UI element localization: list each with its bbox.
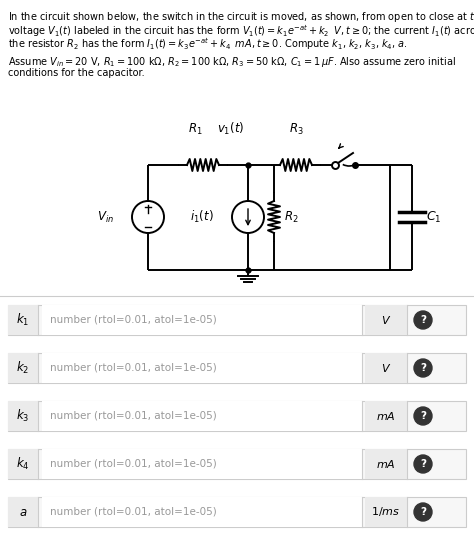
Text: $mA$: $mA$ <box>376 458 396 470</box>
Bar <box>8 401 466 431</box>
Bar <box>8 353 38 383</box>
Bar <box>42 401 362 431</box>
Text: In the circuit shown below, the switch in the circuit is moved, as shown, from o: In the circuit shown below, the switch i… <box>8 10 474 24</box>
Text: $a$: $a$ <box>19 506 27 519</box>
Text: ?: ? <box>420 411 426 421</box>
Circle shape <box>414 455 432 473</box>
Bar <box>42 449 362 479</box>
Bar <box>42 353 362 383</box>
Bar <box>8 305 38 335</box>
Text: Assume $V_{in} = 20$ V, $R_1 = 100$ k$\Omega$, $R_2 = 100$ k$\Omega$, $R_3 = 50$: Assume $V_{in} = 20$ V, $R_1 = 100$ k$\O… <box>8 55 456 69</box>
Bar <box>365 497 407 527</box>
Text: number (rtol=0.01, atol=1e-05): number (rtol=0.01, atol=1e-05) <box>50 315 217 325</box>
Bar <box>365 449 407 479</box>
Bar <box>8 401 38 431</box>
Text: voltage $V_1(t)$ labeled in the circuit has the form $V_1(t) = k_1e^{-at} + k_2\: voltage $V_1(t)$ labeled in the circuit … <box>8 23 474 39</box>
Text: conditions for the capacitor.: conditions for the capacitor. <box>8 68 145 78</box>
Text: number (rtol=0.01, atol=1e-05): number (rtol=0.01, atol=1e-05) <box>50 507 217 517</box>
Text: ?: ? <box>420 315 426 325</box>
Text: $V_{in}$: $V_{in}$ <box>97 209 114 225</box>
Text: $i_1(t)$: $i_1(t)$ <box>191 209 214 225</box>
Text: $k_3$: $k_3$ <box>16 408 30 424</box>
Circle shape <box>414 311 432 329</box>
Text: number (rtol=0.01, atol=1e-05): number (rtol=0.01, atol=1e-05) <box>50 411 217 421</box>
Text: ?: ? <box>420 459 426 469</box>
Circle shape <box>414 359 432 377</box>
Text: $V$: $V$ <box>381 314 391 326</box>
Bar <box>42 305 362 335</box>
Text: $mA$: $mA$ <box>376 410 396 422</box>
Text: $1/ms$: $1/ms$ <box>372 506 401 519</box>
Text: number (rtol=0.01, atol=1e-05): number (rtol=0.01, atol=1e-05) <box>50 459 217 469</box>
Text: ?: ? <box>420 507 426 517</box>
Text: $k_4$: $k_4$ <box>16 456 30 472</box>
Text: ?: ? <box>420 363 426 373</box>
Bar <box>8 305 466 335</box>
Bar <box>8 497 38 527</box>
Bar <box>365 305 407 335</box>
Text: $R_1$: $R_1$ <box>188 122 202 137</box>
Text: $C_1$: $C_1$ <box>426 209 441 225</box>
Bar <box>8 449 466 479</box>
Text: number (rtol=0.01, atol=1e-05): number (rtol=0.01, atol=1e-05) <box>50 363 217 373</box>
Circle shape <box>414 407 432 425</box>
Text: $k_1$: $k_1$ <box>17 312 30 328</box>
Text: $R_3$: $R_3$ <box>289 122 303 137</box>
Bar <box>8 497 466 527</box>
Text: the resistor $R_2$ has the form $I_1(t) = k_3e^{-at} + k_4\;\;mA, t \geq 0$. Com: the resistor $R_2$ has the form $I_1(t) … <box>8 36 408 52</box>
Circle shape <box>414 503 432 521</box>
Bar <box>8 353 466 383</box>
Bar <box>42 497 362 527</box>
Text: $V$: $V$ <box>381 362 391 374</box>
Bar <box>8 449 38 479</box>
Text: $v_1(t)$: $v_1(t)$ <box>217 121 244 137</box>
Bar <box>365 353 407 383</box>
Text: $k_2$: $k_2$ <box>17 360 29 376</box>
Text: $R_2$: $R_2$ <box>284 209 299 225</box>
Bar <box>365 401 407 431</box>
